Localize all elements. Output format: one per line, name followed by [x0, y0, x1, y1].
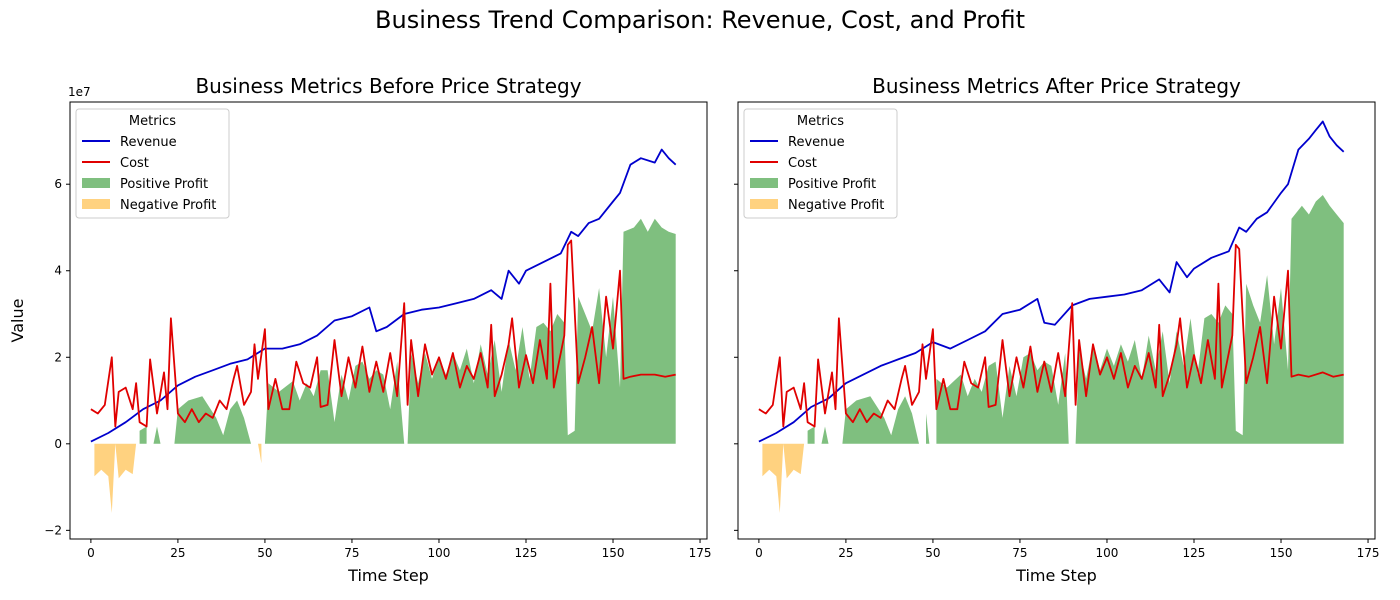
series-positive-profit-area	[139, 218, 676, 444]
axes-frame	[69, 101, 708, 540]
legend-entry-revenue: Revenue	[120, 135, 177, 150]
axes-title: Business Metrics After Price Strategy	[872, 74, 1241, 98]
x-tick-label: 150	[602, 546, 625, 560]
series-positive-profit-area	[807, 195, 1344, 444]
plot-area	[758, 120, 1345, 513]
x-tick-label: 50	[257, 546, 272, 560]
y-scale-label: 1e7	[68, 85, 91, 99]
x-tick-label: 75	[344, 546, 359, 560]
legend-entry-revenue: Revenue	[788, 135, 845, 150]
y-tick-label: 0	[54, 437, 62, 451]
x-tick-label: 175	[689, 546, 712, 560]
chart-panel-1: 0 25 50 75 100 125 150 175 −2 0 2 4 6 1e7 Business Met…	[8, 74, 711, 585]
legend-entry-cost: Cost	[120, 156, 149, 171]
series-negative-profit-area	[762, 443, 805, 513]
x-tick-label: 125	[515, 546, 538, 560]
x-tick-label: 0	[755, 546, 763, 560]
legend-swatch-negative-profit	[82, 199, 110, 209]
x-tick-label: 25	[170, 546, 185, 560]
x-tick-label: 25	[838, 546, 853, 560]
legend: Metrics Revenue Cost Positive Profit Negativ…	[75, 108, 230, 219]
legend-entry-negative-profit: Negative Profit	[788, 198, 884, 213]
legend: Metrics Revenue Cost Positive Profit Negativ…	[743, 108, 898, 219]
chart-panel-2: 0 25 50 75 100 125 150 175 Business Metrics Afte…	[734, 74, 1379, 585]
y-axis-label: Value	[8, 299, 27, 343]
x-axis-label: Time Step	[347, 566, 429, 585]
x-tick-label: 100	[428, 546, 451, 560]
x-tick-label: 100	[1096, 546, 1119, 560]
y-tick-label: 4	[54, 264, 62, 278]
legend-swatch-positive-profit	[82, 178, 110, 188]
x-tick-label: 0	[87, 546, 95, 560]
legend-entry-positive-profit: Positive Profit	[788, 177, 876, 192]
legend-entry-positive-profit: Positive Profit	[120, 177, 208, 192]
x-axis-label: Time Step	[1015, 566, 1097, 585]
legend-swatch-negative-profit	[750, 199, 778, 209]
x-tick-label: 175	[1357, 546, 1380, 560]
series-negative-profit-area	[94, 443, 262, 513]
axes-frame	[737, 101, 1376, 540]
legend-entry-cost: Cost	[788, 156, 817, 171]
figure-suptitle: Business Trend Comparison: Revenue, Cost…	[375, 6, 1025, 34]
legend-title: Metrics	[129, 114, 176, 129]
legend-box	[743, 108, 898, 219]
y-tick-label: 2	[54, 350, 62, 364]
legend-entry-negative-profit: Negative Profit	[120, 198, 216, 213]
y-tick-label: 6	[54, 177, 62, 191]
legend-swatch-positive-profit	[750, 178, 778, 188]
x-tick-label: 150	[1270, 546, 1293, 560]
axes-title: Business Metrics Before Price Strategy	[195, 74, 581, 98]
series-cost-line	[758, 243, 1344, 428]
legend-title: Metrics	[797, 114, 844, 129]
x-tick-label: 75	[1012, 546, 1027, 560]
plot-area	[90, 148, 677, 513]
series-cost-line	[90, 239, 676, 428]
x-tick-label: 125	[1183, 546, 1206, 560]
series-revenue-line	[758, 120, 1345, 443]
series-revenue-line	[90, 148, 677, 443]
x-tick-label: 50	[925, 546, 940, 560]
legend-box	[75, 108, 230, 219]
y-tick-label: −2	[44, 523, 62, 537]
